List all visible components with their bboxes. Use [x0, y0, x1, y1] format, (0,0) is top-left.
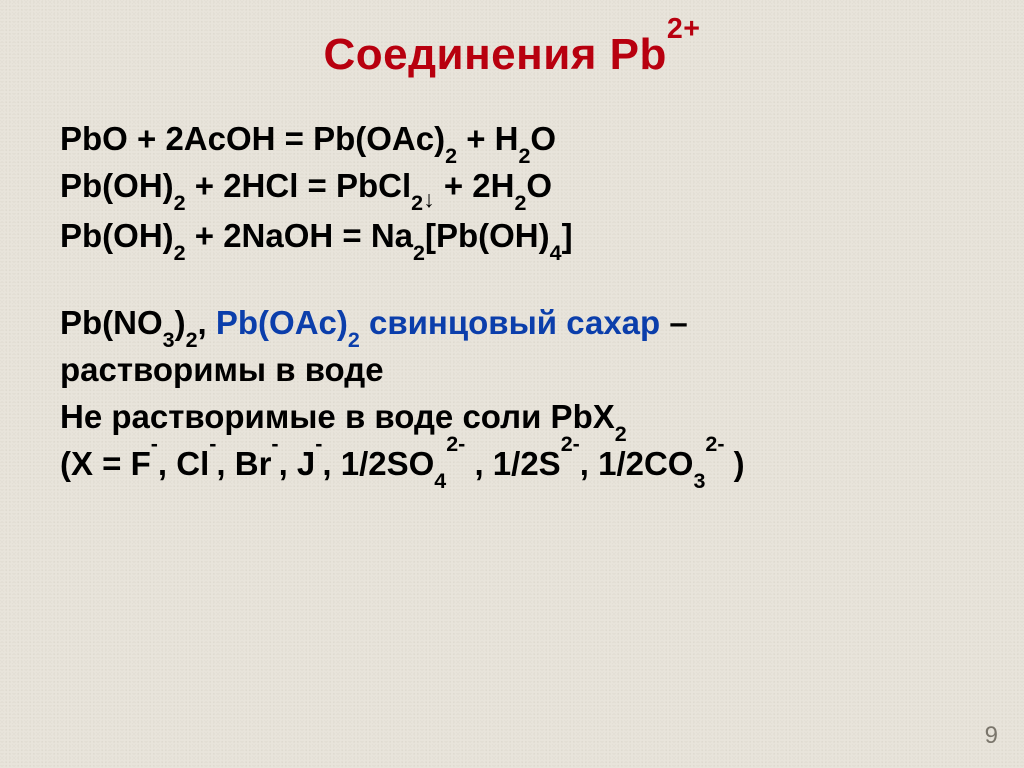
eq2-s3: 2 [514, 191, 526, 215]
eq1-p1: PbO + 2AcOH = Pb(OAc) [60, 120, 445, 157]
sl4-p7: , 1/2CO [580, 445, 694, 482]
lead-sugar-term: Pb(OAc)2 свинцовый сахар [216, 304, 660, 341]
sl1-s2: 2 [186, 328, 198, 352]
sl1-p4: – [660, 304, 688, 341]
slide: Соединения Pb2+ PbO + 2AcOH = Pb(OAc)2 +… [0, 0, 1024, 768]
sl4-p1: (X = F [60, 445, 151, 482]
equation-2: Pb(OH)2 + 2HCl = PbCl2↓ + 2H2O [60, 163, 964, 213]
sl3-s1: 2 [615, 422, 627, 446]
eq1-p2: + H [457, 120, 518, 157]
eq2-s2: 2 [411, 191, 423, 215]
slide-title: Соединения Pb2+ [60, 30, 964, 80]
sl4-s2: 3 [693, 469, 705, 493]
eq3-p3: [Pb(OH) [425, 217, 550, 254]
sl4-p4: , J [279, 445, 316, 482]
equation-3: Pb(OH)2 + 2NaOH = Na2[Pb(OH)4] [60, 213, 964, 260]
eq2-p3: + 2H [435, 167, 515, 204]
eq3-s3: 4 [550, 241, 562, 265]
sl4-u3: - [271, 432, 278, 456]
eq3-p4: ] [562, 217, 573, 254]
eq3-p1: Pb(OH) [60, 217, 174, 254]
eq3-s2: 2 [413, 241, 425, 265]
sl1-b2: свинцовый сахар [360, 304, 660, 341]
slide-content: PbO + 2AcOH = Pb(OAc)2 + H2O Pb(OH)2 + 2… [60, 116, 964, 488]
sl4-p8: ) [724, 445, 744, 482]
solubility-line-2: растворимы в воде [60, 347, 964, 394]
page-number: 9 [985, 722, 998, 750]
eq2-p1: Pb(OH) [60, 167, 174, 204]
sl4-p3: , Br [216, 445, 271, 482]
title-text: Соединения Pb [323, 30, 666, 79]
sl4-p5: , 1/2SO [322, 445, 434, 482]
eq1-s1: 2 [445, 144, 457, 168]
solubility-line-3: Не растворимые в воде соли PbX2 [60, 394, 964, 441]
eq1-s2: 2 [518, 144, 530, 168]
equation-1: PbO + 2AcOH = Pb(OAc)2 + H2O [60, 116, 964, 163]
eq2-p4: O [526, 167, 552, 204]
sl1-bs1: 2 [348, 328, 360, 352]
sl4-p6: , 1/2S [465, 445, 560, 482]
sl4-u7: 2- [705, 432, 724, 456]
eq3-p2: + 2NaOH = Na [186, 217, 413, 254]
sl4-u5: 2- [446, 432, 465, 456]
equations-block: PbO + 2AcOH = Pb(OAc)2 + H2O Pb(OH)2 + 2… [60, 116, 964, 260]
solubility-line-1: Pb(NO3)2, Pb(OAc)2 свинцовый сахар – [60, 300, 964, 347]
eq1-p3: O [530, 120, 556, 157]
sl4-u6: 2- [561, 432, 580, 456]
sl4-u2: - [209, 432, 216, 456]
sl4-p2: , Cl [158, 445, 209, 482]
eq3-s1: 2 [174, 241, 186, 265]
sl1-s1: 3 [163, 328, 175, 352]
sl3-p1: Не растворимые в воде соли PbX [60, 398, 615, 435]
solubility-line-4: (X = F-, Cl-, Br-, J-, 1/2SO42- , 1/2S2-… [60, 441, 964, 488]
sl1-p1: Pb(NO [60, 304, 163, 341]
title-superscript: 2+ [667, 13, 701, 45]
sl1-p3: , [198, 304, 216, 341]
precipitate-arrow-icon: ↓ [423, 186, 435, 212]
sl4-s1: 4 [434, 469, 446, 493]
eq2-s1: 2 [174, 191, 186, 215]
eq2-p2: + 2HCl = PbCl [186, 167, 412, 204]
sl4-u1: - [151, 432, 158, 456]
sl1-b1: Pb(OAc) [216, 304, 348, 341]
sl4-u4: - [315, 432, 322, 456]
solubility-block: Pb(NO3)2, Pb(OAc)2 свинцовый сахар – рас… [60, 300, 964, 487]
sl1-p2: ) [175, 304, 186, 341]
